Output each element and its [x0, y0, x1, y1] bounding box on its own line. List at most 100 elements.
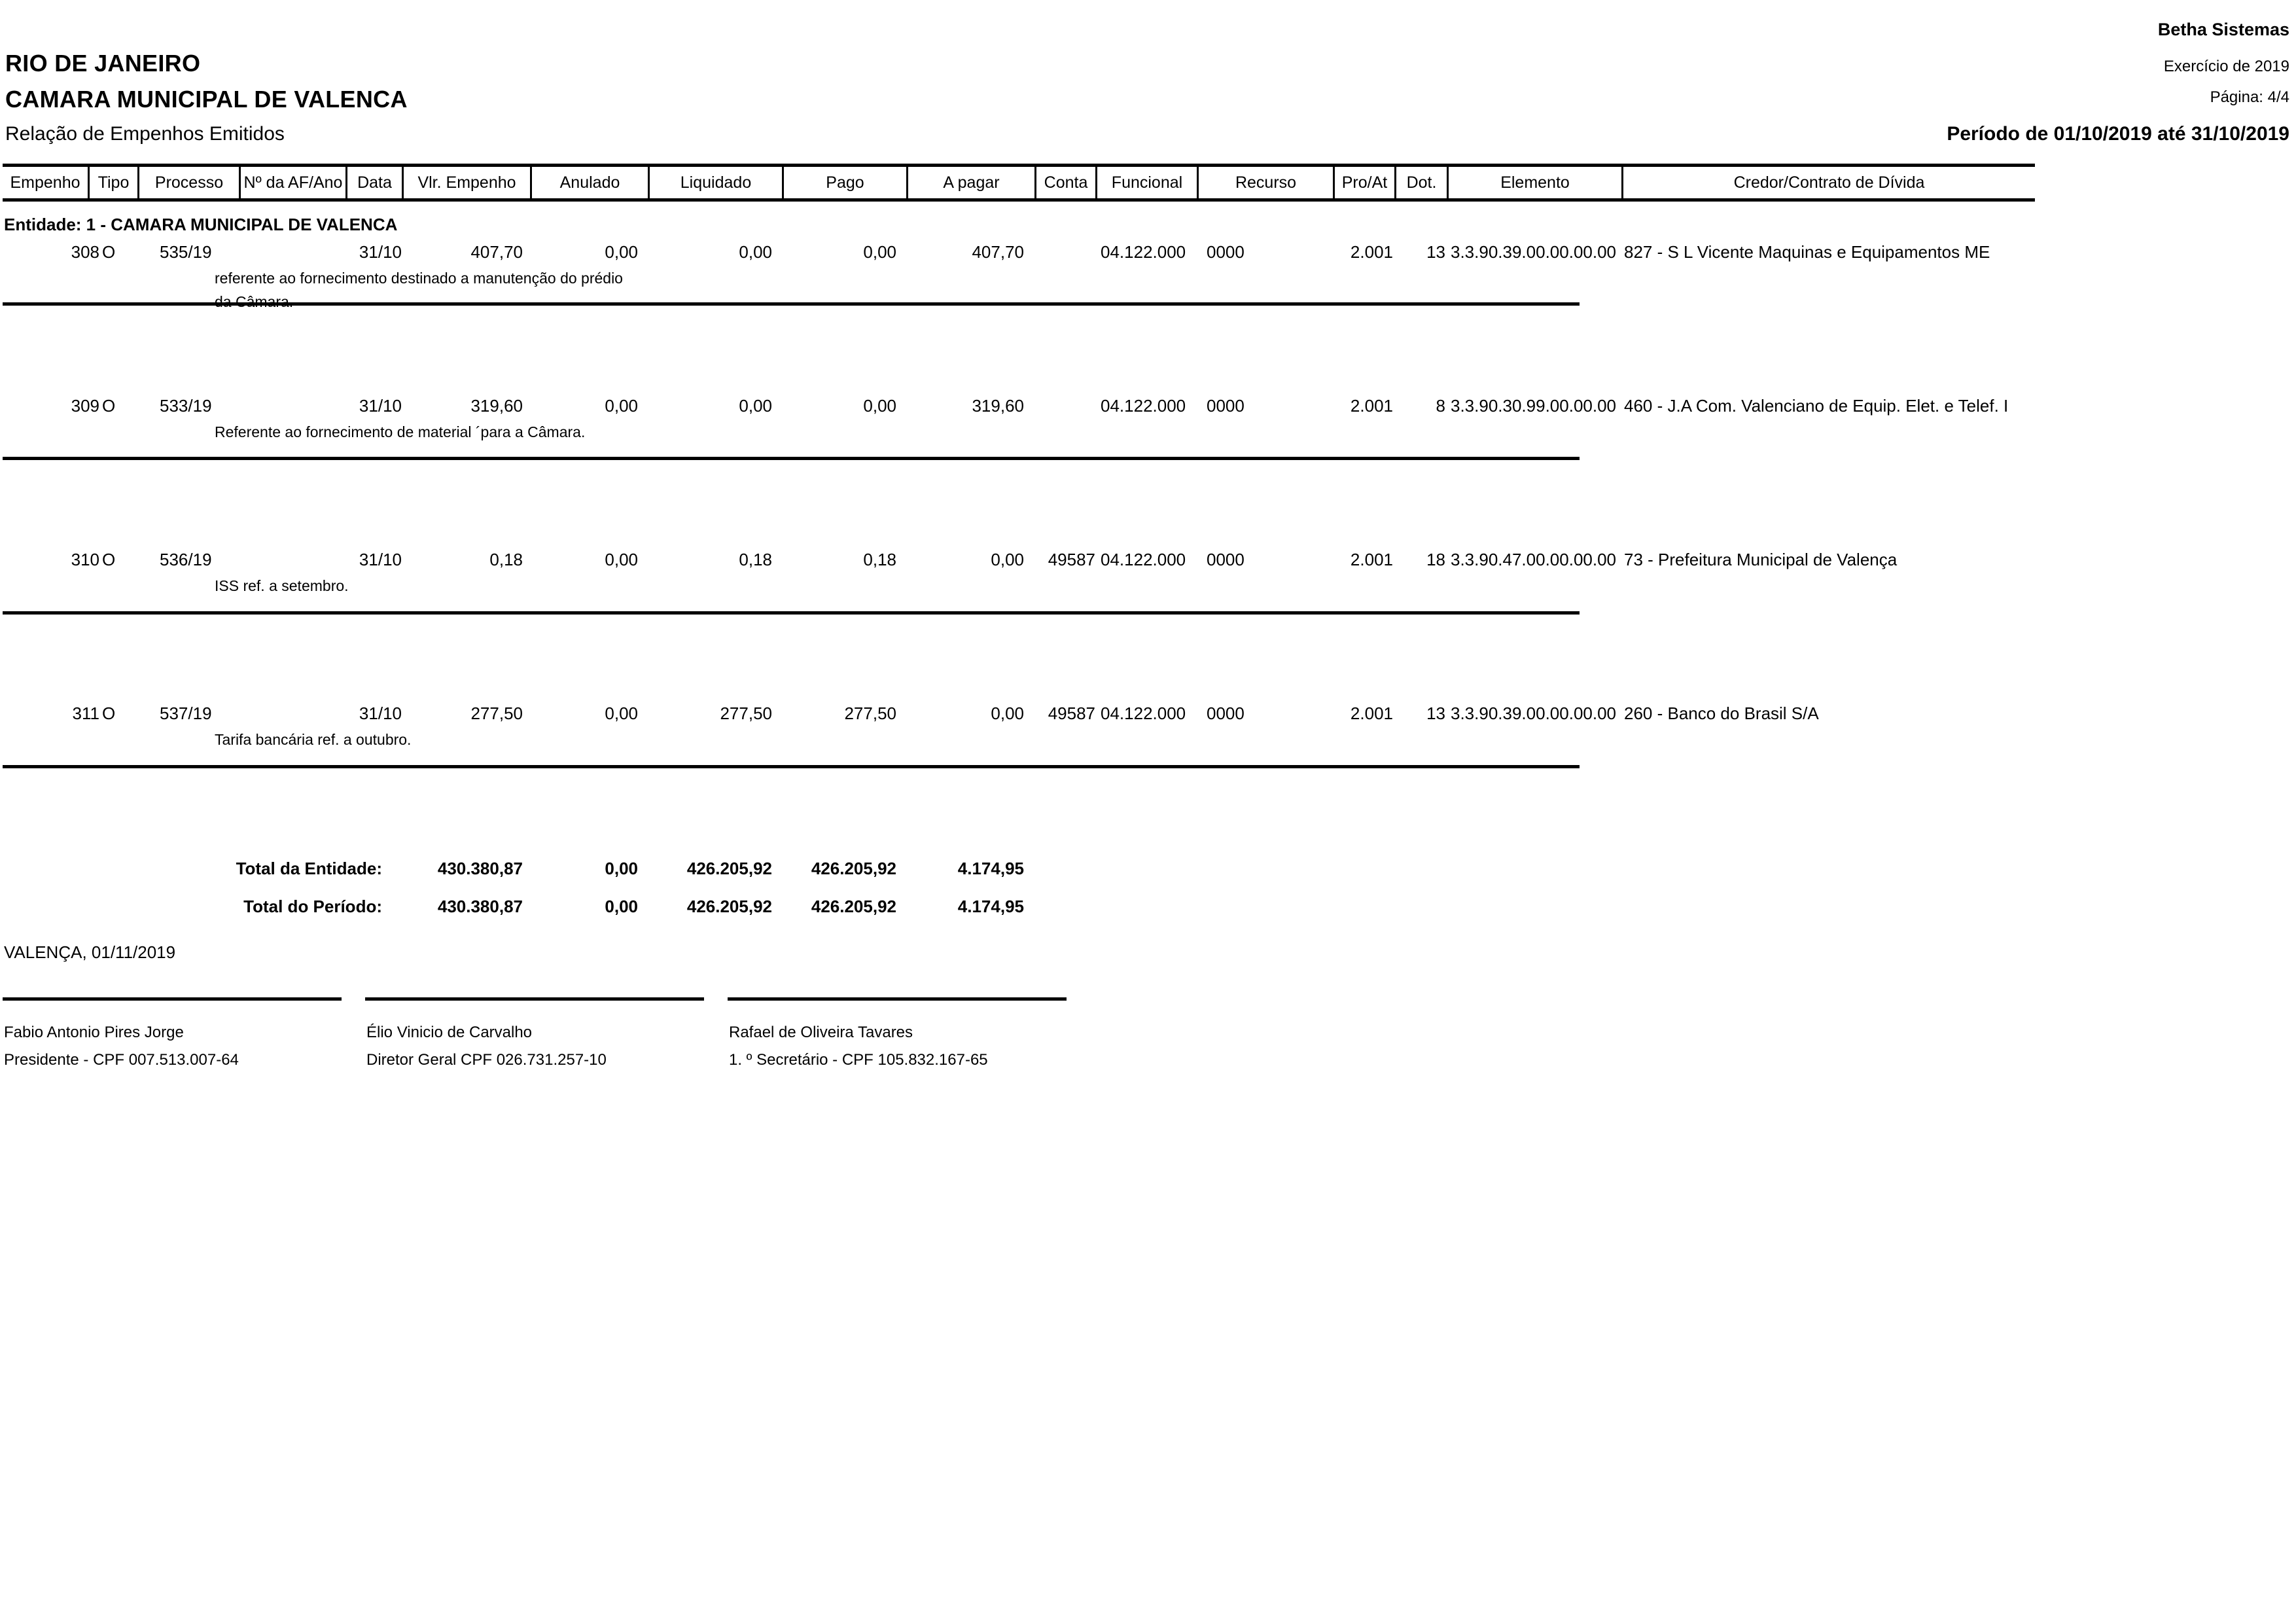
- cell-pro-at: 2.001: [1350, 396, 1393, 416]
- total-label: Total da Entidade:: [236, 859, 382, 878]
- report-title: Relação de Empenhos Emitidos: [5, 123, 285, 145]
- total-a-pagar: 4.174,95: [957, 859, 1024, 878]
- cell-anulado: 0,00: [605, 242, 638, 262]
- cell-historico-line: referente ao fornecimento destinado a ma…: [215, 270, 623, 287]
- total-a-pagar: 4.174,95: [957, 897, 1024, 916]
- cell-recurso: 0000: [1207, 396, 1245, 416]
- signatory-name: Rafael de Oliveira Tavares: [729, 1024, 913, 1041]
- cell-data: 31/10: [359, 704, 402, 723]
- cell-vlr-empenho: 277,50: [470, 704, 523, 723]
- cell-liquidado: 0,00: [739, 242, 772, 262]
- table-column-header: Empenho Tipo Processo Nº da AF/Ano Data Vlr. …: [3, 164, 2035, 202]
- cell-dot: 13: [1426, 242, 1445, 262]
- column-header-processo: Processo: [137, 167, 239, 198]
- row-separator: [3, 765, 1580, 768]
- column-header-n-da-af-ano: Nº da AF/Ano: [239, 167, 345, 198]
- cell-tipo: O: [102, 550, 116, 569]
- cell-vlr-empenho: 407,70: [470, 242, 523, 262]
- signature-rule: [3, 997, 342, 1001]
- column-header-vlr-empenho: Vlr. Empenho: [402, 167, 530, 198]
- signatory-role: 1. º Secretário - CPF 105.832.167-65: [729, 1051, 988, 1069]
- cell-dot: 13: [1426, 704, 1445, 723]
- signature-rule: [365, 997, 704, 1001]
- cell-empenho: 309: [71, 396, 99, 416]
- cell-pago: 0,18: [863, 550, 896, 569]
- column-header-a-pagar: A pagar: [906, 167, 1034, 198]
- total-vlr-empenho: 430.380,87: [437, 859, 523, 878]
- cell-processo: 536/19: [160, 550, 212, 569]
- column-header-anulado: Anulado: [530, 167, 648, 198]
- total-anulado: 0,00: [605, 897, 638, 916]
- cell-data: 31/10: [359, 242, 402, 262]
- cell-a-pagar: 319,60: [972, 396, 1024, 416]
- cell-processo: 537/19: [160, 704, 212, 723]
- org-state: RIO DE JANEIRO: [5, 50, 201, 77]
- place-and-date: VALENÇA, 01/11/2019: [4, 942, 176, 962]
- total-liquidado: 426.205,92: [686, 859, 772, 878]
- column-header-funcional: Funcional: [1095, 167, 1197, 198]
- column-header-empenho: Empenho: [10, 173, 80, 192]
- column-header-credor-contrato-de-d-vida: Credor/Contrato de Dívida: [1621, 167, 2035, 198]
- cell-dot: 8: [1436, 396, 1445, 416]
- cell-recurso: 0000: [1207, 550, 1245, 569]
- cell-liquidado: 0,00: [739, 396, 772, 416]
- cell-historico-line: Tarifa bancária ref. a outubro.: [215, 731, 412, 748]
- cell-funcional: 04.122.000: [1101, 396, 1186, 416]
- total-label: Total do Período:: [243, 897, 382, 916]
- cell-empenho: 310: [71, 550, 99, 569]
- cell-pro-at: 2.001: [1350, 242, 1393, 262]
- exercise-year: Exercício de 2019: [2163, 58, 2289, 75]
- column-header-elemento: Elemento: [1447, 167, 1621, 198]
- cell-a-pagar: 0,00: [991, 550, 1024, 569]
- column-header-pago: Pago: [782, 167, 906, 198]
- cell-elemento: 3.3.90.39.00.00.00.00: [1451, 242, 1617, 262]
- report-period: Período de 01/10/2019 até 31/10/2019: [1947, 123, 2289, 145]
- column-header-recurso: Recurso: [1197, 167, 1333, 198]
- column-header-pro-at: Pro/At: [1333, 167, 1394, 198]
- cell-historico-line: ISS ref. a setembro.: [215, 577, 349, 594]
- column-header-data: Data: [345, 167, 402, 198]
- cell-elemento: 3.3.90.39.00.00.00.00: [1451, 704, 1617, 723]
- cell-funcional: 04.122.000: [1101, 704, 1186, 723]
- cell-credor: 73 - Prefeitura Municipal de Valença: [1624, 550, 1898, 569]
- cell-elemento: 3.3.90.47.00.00.00.00: [1451, 550, 1617, 569]
- signatory-role: Diretor Geral CPF 026.731.257-10: [366, 1051, 607, 1069]
- cell-historico-line: Referente ao fornecimento de material ´p…: [215, 423, 586, 440]
- cell-credor: 827 - S L Vicente Maquinas e Equipamento…: [1624, 242, 1990, 262]
- cell-empenho: 311: [72, 704, 99, 723]
- cell-data: 31/10: [359, 396, 402, 416]
- cell-recurso: 0000: [1207, 242, 1245, 262]
- cell-data: 31/10: [359, 550, 402, 569]
- cell-a-pagar: 0,00: [991, 704, 1024, 723]
- cell-anulado: 0,00: [605, 704, 638, 723]
- column-header-dot: Dot.: [1394, 167, 1447, 198]
- cell-processo: 535/19: [160, 242, 212, 262]
- column-header-tipo: Tipo: [88, 167, 137, 198]
- cell-pago: 277,50: [844, 704, 896, 723]
- cell-a-pagar: 407,70: [972, 242, 1024, 262]
- cell-conta: 49587: [1048, 704, 1095, 723]
- cell-funcional: 04.122.000: [1101, 242, 1186, 262]
- signatory-name: Élio Vinicio de Carvalho: [366, 1024, 533, 1041]
- cell-pro-at: 2.001: [1350, 704, 1393, 723]
- cell-anulado: 0,00: [605, 396, 638, 416]
- cell-credor: 260 - Banco do Brasil S/A: [1624, 704, 1819, 723]
- total-vlr-empenho: 430.380,87: [437, 897, 523, 916]
- row-separator: [3, 457, 1580, 460]
- cell-pago: 0,00: [863, 396, 896, 416]
- row-separator: [3, 302, 1580, 306]
- cell-tipo: O: [102, 242, 116, 262]
- cell-historico-line: da Câmara.: [215, 293, 294, 310]
- cell-recurso: 0000: [1207, 704, 1245, 723]
- cell-funcional: 04.122.000: [1101, 550, 1186, 569]
- page-number: Página: 4/4: [2210, 88, 2289, 106]
- cell-processo: 533/19: [160, 396, 212, 416]
- cell-tipo: O: [102, 396, 116, 416]
- cell-credor: 460 - J.A Com. Valenciano de Equip. Elet…: [1624, 396, 2009, 416]
- cell-dot: 18: [1426, 550, 1445, 569]
- cell-elemento: 3.3.90.30.99.00.00.00: [1451, 396, 1617, 416]
- total-anulado: 0,00: [605, 859, 638, 878]
- cell-anulado: 0,00: [605, 550, 638, 569]
- column-header-conta: Conta: [1034, 167, 1095, 198]
